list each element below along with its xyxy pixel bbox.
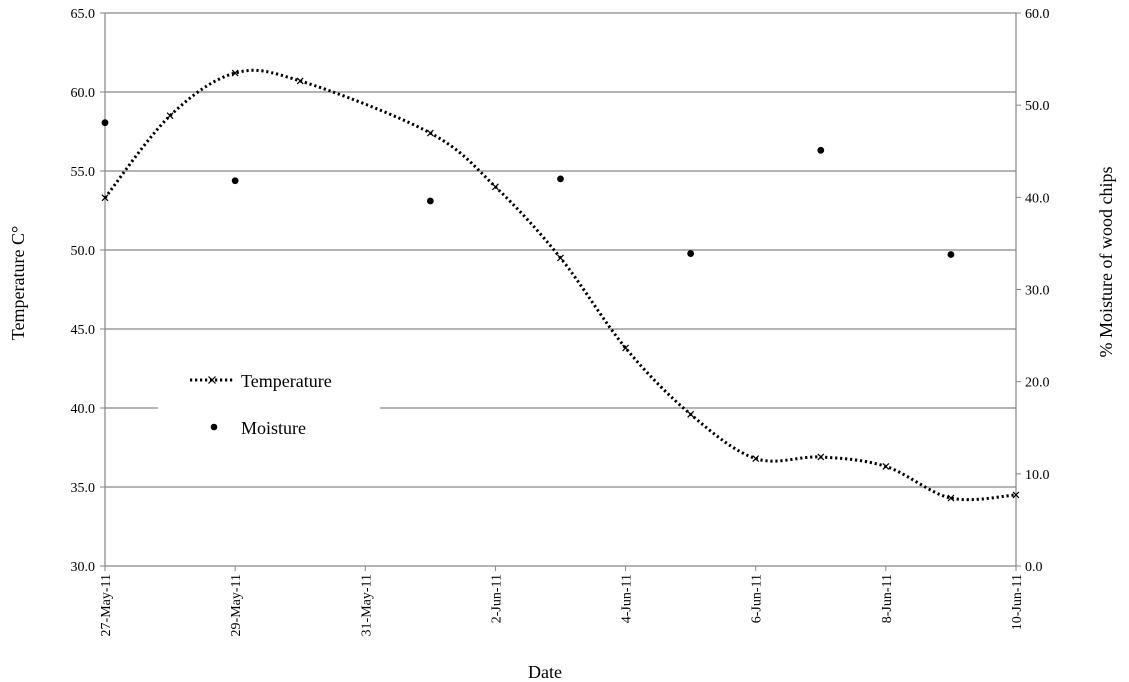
temperature-point [947,494,955,502]
temperature-marker-stroke [296,77,304,85]
temperature-point [752,455,760,462]
temperature-marker-stroke [752,455,760,462]
temperature-point [622,344,629,352]
temperature-marker-stroke [882,463,890,470]
y-tick-label: 35.0 [71,481,96,496]
temperature-marker-stroke [426,129,434,137]
legend-temperature-label: Temperature [241,371,332,391]
temperature-marker-stroke [622,344,629,352]
y2-tick-label: 10.0 [1025,468,1050,483]
temperature-marker-stroke [1012,491,1020,499]
y-tick-label: 45.0 [71,323,96,338]
x-tick-label: 6-Jun-11 [750,574,765,623]
temperature-line [103,68,1017,502]
x-tick-label: 4-Jun-11 [620,574,635,623]
y2-tick-label: 0.0 [1025,560,1043,575]
y2-axis-title: % Moisture of wood chips [1096,167,1116,358]
x-tick-label: 31-May-11 [359,574,374,636]
y2-tick-label: 60.0 [1025,7,1050,22]
x-tick-label: 27-May-11 [99,574,114,636]
y-tick-label: 30.0 [71,560,96,575]
x-tick-label: 2-Jun-11 [489,574,504,623]
x-axis-title: Date [528,662,562,682]
legend: Temperature Moisture [158,355,380,455]
temperature-point [557,254,564,262]
moisture-point [426,197,434,205]
temperature-point [817,453,825,461]
temperature-point [166,112,174,120]
temperature-marker-stroke [492,183,499,191]
temperature-marker-stroke [817,453,825,461]
y2-tick-label: 20.0 [1025,376,1050,391]
legend-temperature-marker [208,376,216,384]
y-tick-label: 65.0 [71,7,96,22]
x-tick-label: 29-May-11 [229,574,244,636]
moisture-point [947,251,955,258]
x-axis-ticks: 27-May-11 29-May-11 31-May-11 2-Jun-11 4-Jun… [99,566,1025,636]
temperature-marker-stroke [166,112,174,120]
temperature-point [687,410,695,418]
temperature-point [1012,491,1020,499]
temperature-point [426,129,434,137]
temperature-point [296,77,304,85]
y-tick-label: 50.0 [71,244,96,259]
y-axis-ticks: 30.0 35.0 40.0 45.0 50.0 55.0 60.0 65.0 [71,7,105,575]
y-tick-label: 55.0 [71,165,96,180]
moisture-point [687,250,695,257]
temperature-marker-stroke [947,494,955,502]
legend-moisture-marker [210,423,218,431]
temperature-point [101,194,109,202]
y2-tick-label: 40.0 [1025,191,1050,206]
temperature-point [492,183,499,191]
y2-tick-label: 50.0 [1025,99,1050,114]
y2-tick-label: 30.0 [1025,284,1050,299]
x-tick-label: 8-Jun-11 [880,574,895,623]
y-axis-title: Temperature C° [8,226,28,340]
moisture-point [557,175,564,183]
temperature-series [101,68,1020,502]
temperature-point [231,69,239,77]
temperature-marker-stroke [557,254,564,262]
moisture-point [817,146,825,154]
y-tick-label: 60.0 [71,86,96,101]
y-tick-label: 40.0 [71,402,96,417]
temperature-marker-stroke [101,194,109,202]
x-tick-label: 10-Jun-11 [1010,574,1025,630]
temperature-point [882,463,890,470]
moisture-point [101,119,109,127]
moisture-series [101,119,955,258]
moisture-point [231,177,239,185]
temperature-marker-stroke [231,69,239,77]
temperature-marker-stroke [687,410,695,418]
legend-background [158,355,380,455]
legend-moisture-label: Moisture [241,418,306,438]
y2-axis-ticks: 0.0 10.0 20.0 30.0 40.0 50.0 60.0 [1016,7,1050,575]
